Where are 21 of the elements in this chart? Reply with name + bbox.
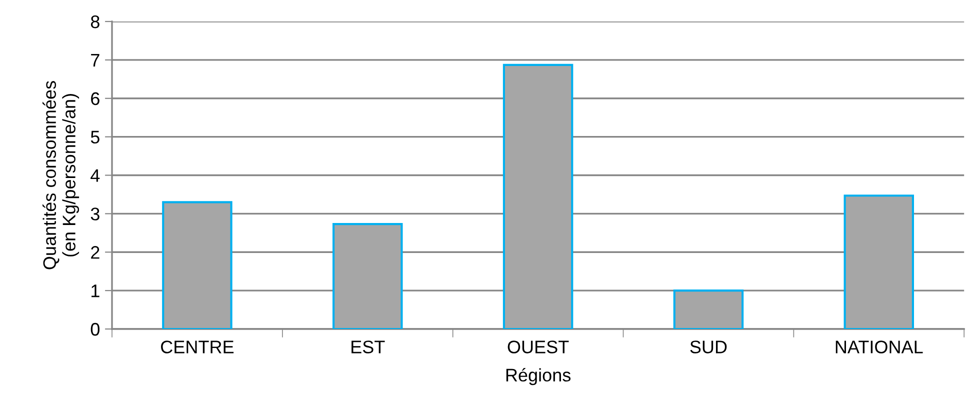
y-tick-label: 0	[90, 322, 100, 336]
y-tick-label: 1	[92, 284, 100, 298]
bar	[162, 201, 232, 329]
y-tick-label: 2	[91, 246, 100, 259]
y-tick-label: 7	[91, 54, 100, 66]
y-tick-label: 4	[90, 169, 100, 182]
x-tick-label: EST	[352, 340, 385, 354]
y-axis-title: Quantités consommées (en Kg/personne/an)	[42, 81, 80, 270]
x-tick-label: SUD	[690, 340, 727, 354]
bar	[844, 194, 914, 329]
x-tick-label: NATIONAL	[836, 340, 923, 354]
x-tick-label: CENTRE	[161, 340, 234, 354]
y-tick-label: 5	[90, 130, 100, 144]
y-tick-label: 3	[90, 208, 100, 220]
bar	[332, 223, 403, 329]
x-axis-title: Régions	[506, 368, 571, 386]
bar	[502, 64, 574, 329]
y-tick-label: 6	[91, 92, 100, 106]
x-tick-label: OUEST	[508, 340, 569, 354]
bar	[673, 290, 744, 329]
y-tick-label: 8	[90, 15, 100, 28]
